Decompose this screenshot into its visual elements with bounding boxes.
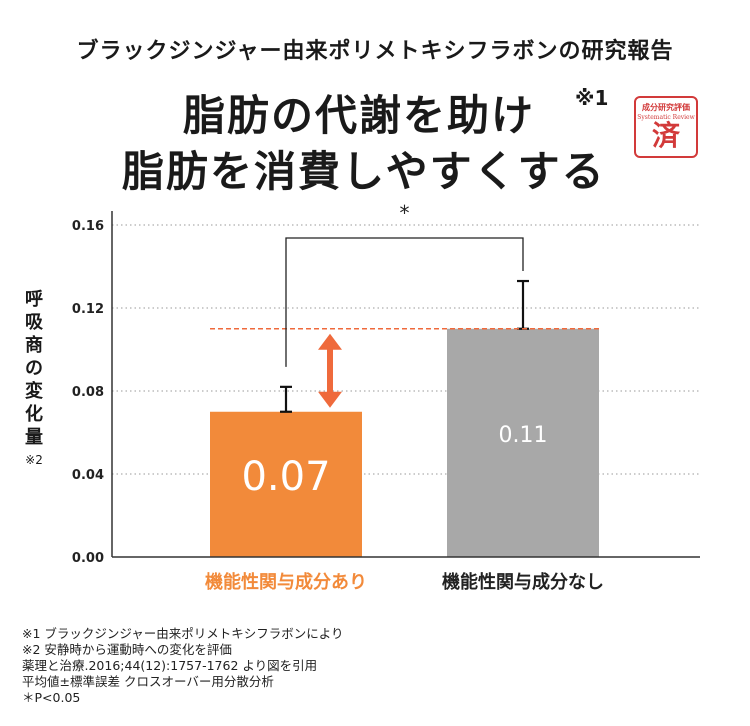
significance-bracket (285, 237, 524, 367)
footnote-2: ※2 安静時から運動時への変化を評価 (22, 642, 232, 657)
stamp-sub-text: Systematic Review (637, 114, 695, 121)
bar-without-ingredient (447, 328, 599, 557)
axes (111, 211, 700, 558)
y-ticks: 0.00 0.04 0.08 0.12 0.16 (72, 219, 104, 566)
bar-value-label: 0.11 (499, 423, 548, 448)
y-tick-label: 0.00 (72, 551, 104, 566)
bars: 0.07 0.11 (210, 279, 599, 557)
x-category-label-with: 機能性関与成分あり (205, 572, 367, 593)
systematic-review-stamp: 成分研究評価 Systematic Review 済 (634, 96, 698, 158)
footnote-3: 薬理と治療.2016;44(12):1757-1762 より図を引用 (22, 658, 318, 673)
difference-arrow-head-bottom (318, 391, 342, 408)
y-axis-label-note: ※2 (25, 453, 43, 467)
y-tick-label: 0.12 (72, 302, 104, 317)
footnote-1: ※1 ブラックジンジャー由来ポリメトキシフラボンにより (22, 626, 344, 641)
x-category-label-without: 機能性関与成分なし (442, 572, 604, 593)
significance-marker: * (400, 201, 410, 225)
bar-value-label: 0.07 (241, 454, 330, 500)
chart-subtitle: ブラックジンジャー由来ポリメトキシフラボンの研究報告 (76, 39, 674, 64)
stamp-main-char: 済 (651, 119, 680, 152)
headline-footnote-mark: ※1 (575, 86, 609, 110)
y-tick-label: 0.04 (72, 468, 104, 483)
headline-line-2: 脂肪を消費しやすくする (122, 147, 606, 196)
footnotes: ※1 ブラックジンジャー由来ポリメトキシフラボンにより ※2 安静時から運動時へ… (22, 626, 344, 706)
headline-line-1: 脂肪の代謝を助け (183, 91, 536, 140)
y-tick-label: 0.16 (72, 219, 104, 234)
footnote-4: 平均値±標準誤差 クロスオーバー用分散分析 (22, 674, 274, 689)
y-axis-label-text: 呼吸商の変化量 (25, 289, 43, 448)
footnote-5: ＊P<0.05 (22, 690, 81, 705)
y-tick-label: 0.08 (72, 385, 104, 400)
bar-with-ingredient (210, 411, 362, 557)
stamp-top-text: 成分研究評価 (642, 103, 690, 112)
grid-lines (112, 224, 700, 475)
difference-arrow-head-top (318, 333, 342, 350)
overlay: * (210, 201, 600, 408)
y-axis-label: 呼吸商の変化量 ※2 (22, 288, 46, 467)
